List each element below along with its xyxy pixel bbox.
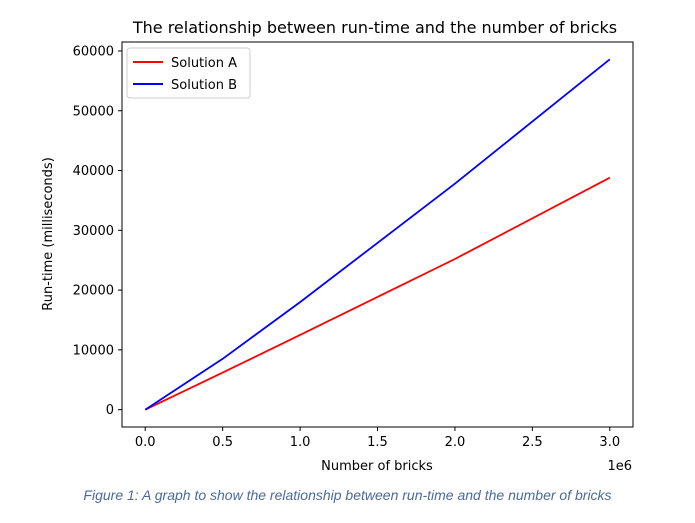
y-axis-ticks: 0 10000 20000 30000 40000 50000 60000	[73, 44, 122, 418]
x-axis-ticks: 0.0 0.5 1.0 1.5 2.0 2.5 3.0	[135, 427, 620, 450]
y-tick-label: 20000	[73, 284, 114, 299]
legend-label-solution-a: Solution A	[171, 56, 237, 71]
x-tick-label: 2.0	[445, 435, 466, 450]
figure-caption: Figure 1: A graph to show the relationsh…	[83, 487, 612, 503]
legend: Solution A Solution B	[126, 47, 251, 99]
y-tick-label: 0	[106, 403, 114, 418]
x-tick-label: 2.5	[522, 435, 543, 450]
x-tick-label: 3.0	[599, 435, 620, 450]
y-tick-label: 40000	[73, 164, 114, 179]
x-tick-label: 1.0	[290, 435, 311, 450]
chart-svg: The relationship between run-time and th…	[41, 18, 634, 474]
x-axis-label: Number of bricks	[321, 459, 433, 474]
y-tick-label: 50000	[73, 104, 114, 119]
x-tick-label: 0.5	[212, 435, 233, 450]
y-axis-label: Run-time (milliseconds)	[41, 157, 56, 311]
series-line-solution-b	[144, 58, 611, 411]
legend-label-solution-b: Solution B	[171, 78, 237, 93]
plot-frame	[121, 41, 634, 428]
series-layer	[144, 58, 611, 411]
chart-title: The relationship between run-time and th…	[132, 18, 617, 37]
y-tick-label: 60000	[73, 44, 114, 59]
x-tick-label: 1.5	[367, 435, 388, 450]
x-tick-label: 0.0	[135, 435, 156, 450]
y-tick-label: 30000	[73, 224, 114, 239]
x-offset-label: 1e6	[607, 459, 632, 474]
series-line-solution-a	[144, 176, 611, 411]
y-tick-label: 10000	[73, 343, 114, 358]
legend-box	[126, 47, 251, 99]
